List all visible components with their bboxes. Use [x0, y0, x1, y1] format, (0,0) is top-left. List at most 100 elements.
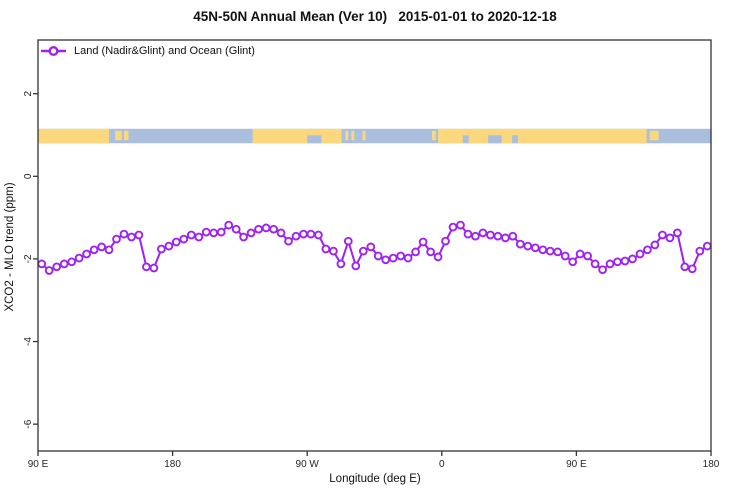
data-point [82, 249, 91, 259]
map-strip-island [649, 130, 659, 141]
data-point [448, 222, 458, 232]
map-strip-island [432, 130, 436, 141]
data-point [628, 254, 637, 264]
data-point [336, 259, 346, 269]
x-tick-label: 180 [164, 459, 181, 470]
x-axis-title: Longitude (deg E) [329, 473, 421, 485]
chart-title: 45N-50N Annual Mean (Ver 10) 2015-01-01 … [193, 9, 557, 24]
data-point [463, 229, 473, 239]
data-point [538, 245, 548, 255]
data-point [366, 242, 376, 252]
data-point [598, 265, 607, 275]
data-point [194, 232, 204, 242]
data-point [239, 232, 248, 242]
data-point [501, 233, 510, 243]
data-point [119, 229, 129, 239]
data-point [381, 255, 391, 265]
data-point [306, 229, 316, 239]
data-point [216, 227, 226, 237]
data-point [650, 240, 660, 250]
data-point [343, 236, 353, 246]
data-point [373, 251, 383, 261]
map-strip-land [252, 128, 342, 144]
data-point [276, 228, 286, 238]
data-point [486, 230, 495, 240]
data-point [560, 251, 570, 261]
map-strip-lake [512, 135, 519, 144]
data-point [568, 257, 578, 267]
data-point [157, 244, 166, 254]
data-point [127, 232, 136, 242]
map-strip-island [345, 130, 349, 141]
y-tick-label: 2 [23, 90, 34, 96]
data-point [680, 262, 690, 272]
data-point [186, 230, 196, 240]
y-axis-title: XCO2 - MLO trend (ppm) [4, 182, 16, 312]
data-point [37, 259, 47, 269]
data-point [209, 228, 219, 238]
data-point [89, 245, 99, 255]
map-strip-lake [488, 135, 502, 144]
data-point [553, 247, 563, 257]
data-point [590, 259, 600, 269]
y-tick-label: 0 [23, 173, 34, 179]
data-point [702, 241, 712, 251]
x-tick-label: 90 E [566, 459, 587, 470]
data-point [179, 234, 189, 244]
data-point [254, 224, 263, 234]
data-point [329, 246, 338, 256]
data-point [478, 228, 488, 238]
y-tick-label: -2 [23, 254, 34, 263]
data-point [456, 220, 465, 230]
data-point [314, 230, 323, 240]
data-point [104, 245, 114, 255]
data-point [112, 234, 121, 244]
data-point [351, 261, 361, 271]
data-point [530, 243, 540, 253]
x-tick-label: 90 E [28, 459, 49, 470]
data-point [261, 223, 271, 233]
data-point [224, 220, 234, 230]
data-point [583, 251, 592, 261]
data-point [201, 227, 211, 237]
y-tick-label: -4 [23, 337, 34, 346]
data-point [545, 246, 555, 256]
data-point [171, 237, 181, 247]
data-point [52, 262, 62, 272]
data-point [411, 247, 420, 257]
data-point [695, 246, 705, 256]
map-strip-land [438, 128, 647, 144]
data-point [396, 251, 406, 261]
data-point [575, 249, 585, 259]
data-point [74, 253, 84, 263]
legend-marker-circle [48, 46, 59, 57]
data-point [643, 245, 652, 255]
data-point [613, 257, 622, 267]
data-point [433, 252, 443, 262]
data-point [231, 224, 241, 234]
data-point [284, 236, 293, 246]
data-point [59, 259, 69, 269]
data-point [515, 239, 525, 249]
data-point [164, 241, 174, 251]
data-point [665, 233, 675, 243]
data-point [493, 231, 503, 241]
map-strip-island [115, 130, 122, 141]
x-tick-label: 180 [703, 459, 720, 470]
data-point [321, 244, 331, 254]
map-strip-lake [462, 135, 469, 144]
data-point [508, 231, 518, 241]
data-point [635, 249, 645, 259]
data-point [658, 230, 667, 240]
map-strip-land [38, 128, 110, 144]
data-point [687, 264, 697, 274]
data-point [358, 246, 368, 256]
data-point [246, 228, 256, 238]
map-strip-island [362, 130, 366, 141]
data-point [97, 242, 106, 252]
data-point [142, 262, 151, 272]
plot-box [37, 39, 712, 452]
data-point [388, 253, 398, 263]
map-strip-lake [307, 135, 322, 144]
